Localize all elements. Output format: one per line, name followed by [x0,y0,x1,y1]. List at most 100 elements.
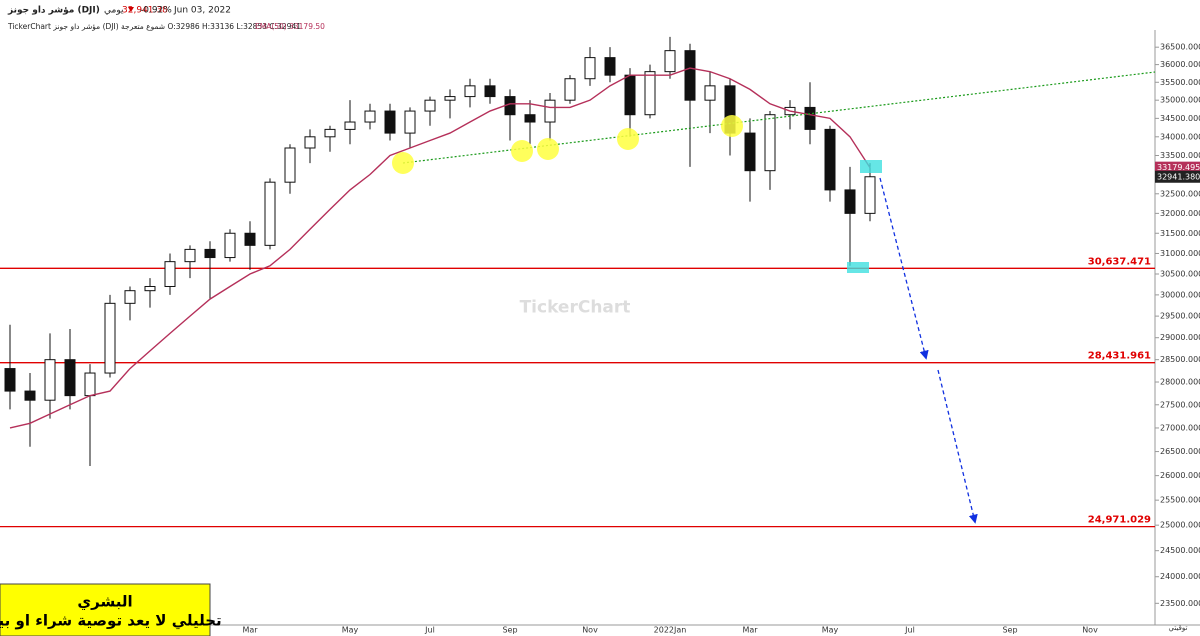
x-tick-label: Nov [582,626,598,635]
candle-body [64,359,76,397]
info: TickerChart مؤشر داو جونز (DJI) شموع متع… [7,22,301,31]
indicator: EMA(50) 33179.50 [255,22,325,31]
x-tick-label: Sep [502,626,517,635]
note-author: البشري [77,593,132,612]
candle-body [644,71,656,116]
y-tick-label: 35000.0000 [1160,96,1200,105]
candle-body [824,128,836,191]
candle-body [4,368,16,392]
price-tag [1155,170,1200,183]
price-tag [1155,161,1200,174]
y-tick-label: 24500.0000 [1160,546,1200,555]
y-tick-label: 29500.0000 [1160,312,1200,321]
y-tick-label: 25000.0000 [1160,521,1200,530]
y-tick-label: 26500.0000 [1160,447,1200,456]
y-tick-label: 30500.0000 [1160,270,1200,279]
x-tick-label: Mar [742,626,758,635]
corner-label: توقيتي [1169,624,1188,632]
highlight-circle [511,140,533,162]
candle-body [844,189,856,214]
symbol: مؤشر داو جونز (DJI) [7,6,100,16]
x-tick-label: Nov [1082,626,1098,635]
highlight-circle [721,115,743,137]
y-tick-label: 23500.0000 [1160,599,1200,608]
highlight-circle [617,128,639,150]
note-disclaimer: تحليلي لا يعد توصية شراء او بيع [0,612,222,630]
candle-body [684,50,696,101]
candle-body [164,261,176,287]
candle-body [804,106,816,130]
candle-body [704,85,716,101]
candle-body [224,232,236,259]
candle-body [484,85,496,98]
y-tick-label: 34500.0000 [1160,114,1200,123]
y-tick-label: 31000.0000 [1160,249,1200,258]
candle-body [584,57,596,80]
y-tick-label: 29000.0000 [1160,333,1200,342]
candle-body [624,74,636,116]
x-tick-label: 2022Jan [654,626,687,635]
x-tick-label: Jul [424,626,435,635]
candle-body [864,176,876,214]
candle-body [564,78,576,101]
highlight-circle [392,152,414,174]
candle-body [264,181,276,246]
candle-body [744,132,756,172]
watermark: TickerChart [520,298,631,318]
candle-body [44,359,56,401]
candle-body [304,136,316,149]
y-tick-label: 34000.0000 [1160,132,1200,141]
candle-body [324,128,336,138]
forecast-arrow [937,369,978,524]
candle-body [84,372,96,397]
x-tick-label: May [822,626,839,635]
price-tag-label: 32941.3800 [1157,172,1200,181]
forecast-arrow [879,177,929,360]
candle-body [524,114,536,123]
candle-body [184,248,196,263]
candle-body [544,99,556,123]
x-tick-label: May [342,626,359,635]
down-arrow [128,7,134,12]
y-tick-label: 33500.0000 [1160,151,1200,160]
level-label: 24,971.029 [1088,515,1151,526]
price-tag-label: 33179.4956 [1157,163,1200,172]
candle-body [764,114,776,172]
y-tick-label: 32500.0000 [1160,189,1200,198]
price: 32,941.38 [122,6,168,16]
x-tick-label: Sep [1002,626,1017,635]
change: -0.92% [140,6,172,16]
y-tick-label: 27500.0000 [1160,400,1200,409]
y-tick-label: 30000.0000 [1160,290,1200,299]
level-label: 30,637.471 [1088,256,1151,267]
highlight-box [860,160,882,173]
candle-body [124,290,136,304]
candle-body [664,50,676,73]
y-tick-label: 28000.0000 [1160,378,1200,387]
level-label: 28,431.961 [1088,351,1151,362]
candle-body [384,110,396,134]
candle-body [244,232,256,246]
highlight-box [847,262,869,273]
x-tick-label: Jul [904,626,915,635]
y-tick-label: 31500.0000 [1160,229,1200,238]
candle-body [364,110,376,123]
note-box [0,583,211,636]
y-tick-label: 35500.0000 [1160,78,1200,87]
ema-line [9,67,871,429]
candle-body [464,85,476,98]
y-tick-label: 26000.0000 [1160,471,1200,480]
y-tick-label: 36000.0000 [1160,60,1200,69]
candle-body [204,248,216,259]
y-tick-label: 36500.0000 [1160,43,1200,52]
highlight-circle [537,138,559,160]
candle-body [24,390,36,401]
candle-body [344,121,356,130]
candle-body [104,302,116,374]
candle-body [144,285,156,292]
y-tick-label: 28500.0000 [1160,355,1200,364]
candle-body [424,99,436,112]
candle-body [284,147,296,183]
